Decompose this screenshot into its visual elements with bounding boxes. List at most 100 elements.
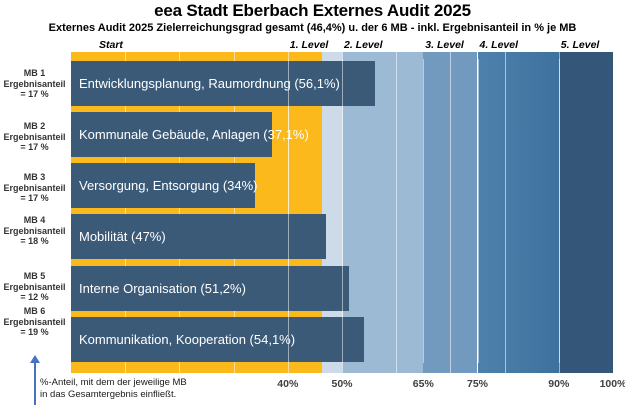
overall-score-band [71, 52, 323, 59]
mb-label-column: MB 1 Ergebnisanteil = 17 % MB 2 Ergebnisante… [0, 59, 71, 363]
chart-title: eea Stadt Eberbach Externes Audit 2025 [154, 1, 471, 20]
start-header-label: Start [99, 39, 123, 51]
scale-tick [450, 52, 452, 59]
scale-tick [179, 363, 181, 373]
mb-share-label-line: MB 5 [23, 271, 46, 281]
bar-label-mb-2: Kommunale Gebäude, Anlagen (37,1%) [79, 127, 309, 142]
mb-share-label-line: = 17 % [20, 193, 49, 203]
x-tick-label-75: 75% [466, 378, 489, 390]
plot-area: Entwicklungsplanung, Raumordnung (56,1%)… [71, 59, 613, 363]
mb-share-label-line: = 19 % [20, 327, 49, 337]
mb-share-label-line: MB 2 [23, 121, 46, 131]
x-tick-label-90: 90% [548, 378, 570, 390]
level-header-row: Start 1. Level 2. Level 3. Level 4. Level 5.… [71, 39, 613, 52]
mb-share-label-3: MB 3 Ergebnisanteil = 17 % [0, 172, 69, 204]
scale-tick [125, 59, 127, 363]
x-tick-label-65: 65% [412, 378, 434, 390]
gridline-90pct [558, 59, 560, 363]
scale-tick [342, 52, 343, 59]
level-zone-5 [558, 363, 613, 373]
mb-share-label-line: MB 1 [23, 68, 46, 78]
mb-share-label-line: MB 3 [23, 172, 46, 182]
bar-label-mb-4: Mobilität (47%) [79, 229, 166, 244]
arrow-head [30, 355, 40, 363]
mb-share-label-line: Ergebnisanteil [3, 182, 66, 193]
mb-share-label-4: MB 4 Ergebnisanteil = 18 % [0, 215, 69, 247]
scale-tick [396, 363, 398, 373]
bar-mb-3: Versorgung, Entsorgung (34%) [71, 163, 258, 208]
gridline-40pct [287, 59, 289, 363]
overall-score-band [71, 59, 323, 363]
x-tick-label-100: 100% [599, 378, 625, 390]
level-zone-5 [558, 52, 613, 59]
level-zone-4 [477, 363, 559, 373]
x-tick-label-40: 40% [277, 378, 299, 390]
level-zone-2 [342, 59, 424, 363]
scale-tick [125, 363, 127, 373]
scale-tick [287, 363, 289, 373]
bar-label-mb-6: Kommunikation, Kooperation (54,1%) [79, 332, 296, 347]
scale-tick [504, 363, 506, 373]
scale-tick [450, 363, 452, 373]
mb-share-label-6: MB 6 Ergebnisanteil = 19 % [0, 306, 69, 338]
mb-share-label-line: = 17 % [20, 89, 49, 99]
mb-share-label-line: = 17 % [20, 142, 49, 152]
scale-tick [233, 363, 235, 373]
mb-share-label-line: Ergebnisanteil [3, 78, 66, 89]
mb-share-label-line: MB 4 [23, 215, 46, 225]
scale-tick [504, 52, 506, 59]
level-header-label-4: 4. Level [479, 39, 519, 51]
level-scale-strip-top [71, 52, 613, 59]
scale-tick [342, 363, 343, 373]
mb-share-label-line: Ergebnisanteil [3, 281, 66, 292]
level-header-label-2: 2. Level [344, 39, 383, 51]
bar-mb-4: Mobilität (47%) [71, 214, 326, 259]
mb-share-label-1: MB 1 Ergebnisanteil = 17 % [0, 68, 69, 100]
footnote-line-1: %-Anteil, mit dem der jeweilige MB [40, 377, 187, 388]
x-tick-label-50: 50% [331, 378, 353, 390]
mb-share-label-2: MB 2 Ergebnisanteil = 17 % [0, 121, 69, 153]
bar-label-mb-1: Entwicklungsplanung, Raumordnung (56,1%) [79, 76, 340, 91]
gridline-50pct [342, 59, 343, 363]
scale-tick [396, 52, 398, 59]
scale-tick [233, 59, 235, 363]
scale-tick [125, 52, 127, 59]
level-zone-2 [342, 363, 424, 373]
mb-share-label-line: = 12 % [20, 292, 49, 302]
bar-label-mb-5: Interne Organisation (51,2%) [79, 281, 246, 296]
bar-label-mb-3: Versorgung, Entsorgung (34%) [79, 178, 258, 193]
scale-tick [179, 52, 181, 59]
scale-tick [287, 52, 289, 59]
mb-share-label-line: Ergebnisanteil [3, 316, 66, 327]
mb-share-label-line: = 18 % [20, 236, 49, 246]
chart-subtitle: Externes Audit 2025 Zielerreichungsgrad … [48, 22, 577, 34]
scale-tick [558, 52, 560, 59]
mb-share-label-line: MB 6 [23, 306, 46, 316]
bar-mb-2: Kommunale Gebäude, Anlagen (37,1%) [71, 112, 309, 157]
bar-mb-5: Interne Organisation (51,2%) [71, 266, 349, 311]
level-zone-4 [477, 52, 559, 59]
level-header-label-1: 1. Level [289, 39, 329, 51]
bar-mb-6: Kommunikation, Kooperation (54,1%) [71, 317, 365, 362]
x-axis: 40% 50% 65% 75% 90% 100% [71, 378, 625, 392]
scale-tick [179, 59, 181, 363]
scale-tick [450, 59, 452, 363]
gridline-75pct [477, 59, 479, 363]
scale-tick [558, 363, 560, 373]
arrow-shaft [34, 361, 36, 405]
bar-mb-1: Entwicklungsplanung, Raumordnung (56,1%) [71, 61, 376, 106]
level-header-label-5: 5. Level [560, 39, 600, 51]
mb-share-label-line: Ergebnisanteil [3, 131, 66, 142]
mb-share-label-5: MB 5 Ergebnisanteil = 12 % [0, 271, 69, 303]
scale-tick [233, 52, 235, 59]
level-header-label-3: 3. Level [425, 39, 464, 51]
footnote: %-Anteil, mit dem der jeweilige MB in da… [40, 377, 260, 401]
arrow-up-icon [30, 355, 40, 405]
footnote-line-2: in das Gesamtergebnis einfließt. [40, 389, 177, 400]
level-zone-4 [477, 59, 559, 363]
gridline-65pct [423, 59, 425, 363]
overall-score-band [71, 363, 323, 373]
level-scale-strip-bottom [71, 363, 613, 373]
level-zone-5 [558, 59, 613, 363]
